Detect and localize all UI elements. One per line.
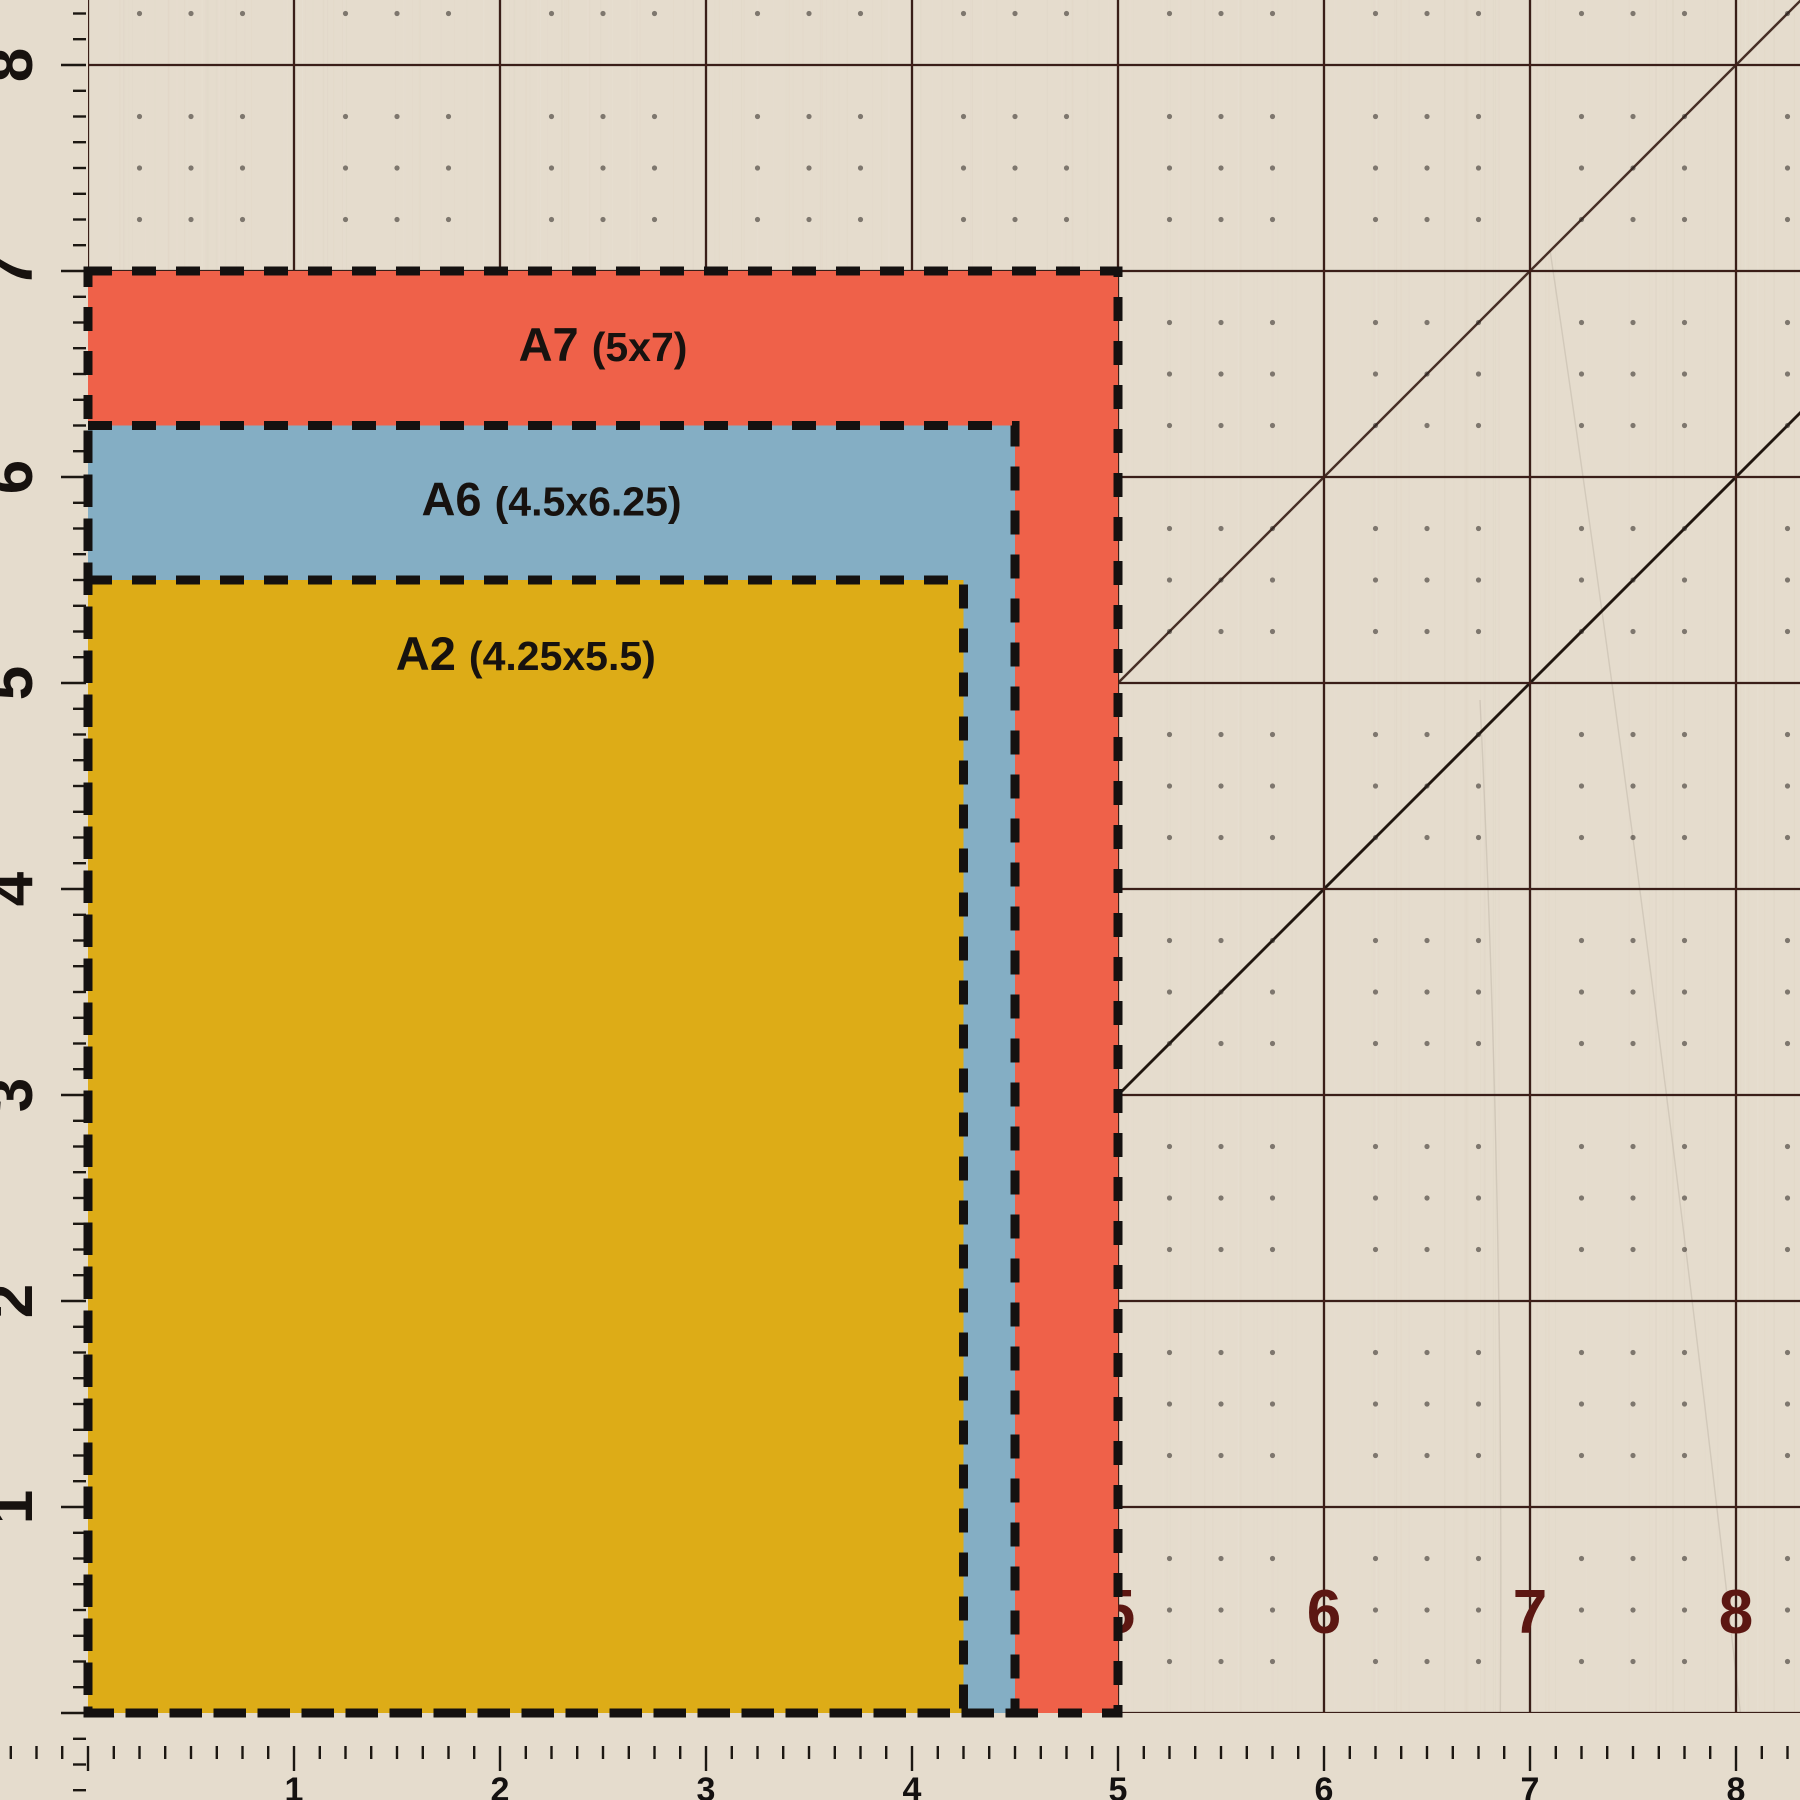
svg-text:5: 5 — [0, 666, 46, 700]
svg-text:2: 2 — [0, 1284, 46, 1318]
svg-text:6: 6 — [1307, 1578, 1341, 1647]
svg-text:3: 3 — [697, 1771, 716, 1800]
svg-text:1: 1 — [0, 1490, 46, 1524]
svg-text:3: 3 — [0, 1078, 46, 1112]
svg-text:4: 4 — [903, 1771, 922, 1800]
svg-text:8: 8 — [1727, 1771, 1746, 1800]
svg-text:8: 8 — [0, 48, 46, 82]
svg-text:1: 1 — [285, 1771, 304, 1800]
svg-text:A2 (4.25x5.5): A2 (4.25x5.5) — [396, 627, 656, 680]
svg-text:A6 (4.5x6.25): A6 (4.5x6.25) — [421, 473, 681, 526]
svg-text:5: 5 — [1109, 1771, 1128, 1800]
svg-text:4: 4 — [0, 871, 46, 906]
svg-text:7: 7 — [1513, 1578, 1547, 1647]
svg-text:2: 2 — [491, 1771, 510, 1800]
svg-text:A7 (5x7): A7 (5x7) — [519, 318, 688, 371]
svg-text:6: 6 — [1315, 1771, 1334, 1800]
svg-text:6: 6 — [0, 460, 46, 494]
svg-text:8: 8 — [1719, 1578, 1753, 1647]
svg-text:7: 7 — [1521, 1771, 1540, 1800]
svg-text:7: 7 — [0, 254, 46, 288]
